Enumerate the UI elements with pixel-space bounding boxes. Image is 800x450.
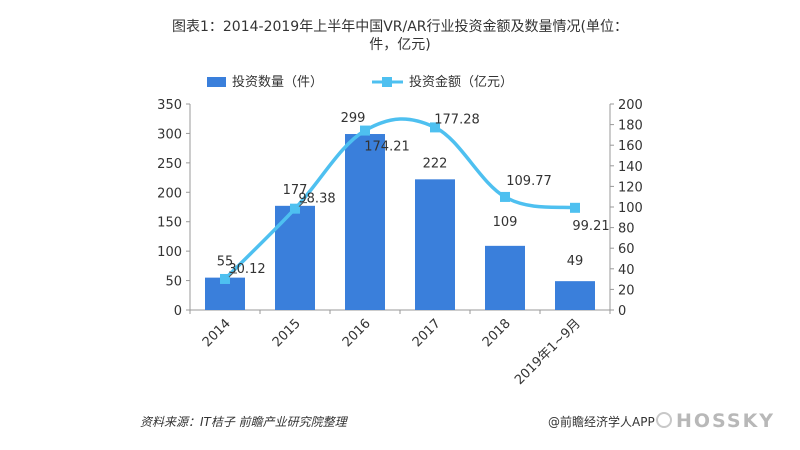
credit-note: @前瞻经济学人APP — [548, 415, 655, 429]
line-series — [220, 117, 580, 284]
y-right-tick-label: 40 — [618, 263, 635, 278]
bars — [205, 134, 595, 310]
y-left-tick-label: 300 — [157, 127, 182, 142]
x-tick-label: 2014 — [200, 316, 234, 350]
y-right-tick-label: 140 — [618, 160, 643, 175]
line-marker — [290, 203, 300, 214]
line-value-label: 99.21 — [572, 219, 609, 234]
x-tick-label: 2018 — [480, 316, 514, 350]
logo-icon — [656, 412, 672, 428]
logo-text: HOSSKY — [676, 410, 776, 432]
chart-title: 图表1：2014-2019年上半年中国VR/AR行业投资金额及数量情况(单位： … — [150, 18, 650, 54]
bar-value-label: 49 — [567, 254, 584, 269]
bar-value-label: 222 — [423, 156, 448, 171]
y-right-tick-label: 60 — [618, 242, 635, 257]
y-right-tick-label: 120 — [618, 180, 643, 195]
chart-title-line1: 图表1：2014-2019年上半年中国VR/AR行业投资金额及数量情况(单位： — [171, 19, 628, 35]
line-value-label: 177.28 — [434, 112, 480, 127]
line-value-label: 30.12 — [228, 262, 265, 277]
legend: 投资数量（件） 投资金额（亿元） — [207, 74, 513, 90]
y-left-tick-label: 100 — [157, 245, 182, 260]
leader-line — [228, 272, 237, 278]
y-left-tick-label: 0 — [174, 304, 182, 319]
y-left-tick-label: 350 — [157, 98, 182, 113]
x-tick-label: 2015 — [270, 316, 304, 350]
y-left-tick-label: 250 — [157, 157, 182, 172]
line-marker — [360, 125, 370, 136]
line-value-label: 98.38 — [298, 192, 335, 207]
y-right-tick-label: 200 — [618, 98, 643, 113]
legend-line-label: 投资金额（亿元） — [409, 74, 513, 90]
y-right-tick-label: 100 — [618, 201, 643, 216]
source-note: 资料来源：IT桔子 前瞻产业研究院整理 — [140, 415, 347, 429]
legend-bar-label: 投资数量（件） — [232, 74, 323, 90]
line-marker — [220, 273, 230, 284]
bar-value-label: 55 — [217, 255, 234, 270]
data-labels: 55 177 299 222 109 49 30.12 98.38 174.21 177.28 10… — [217, 111, 610, 278]
leader-line — [298, 202, 307, 208]
legend-line-marker — [382, 77, 392, 87]
line-value-label: 174.21 — [364, 140, 410, 155]
y-left-tick-label: 150 — [157, 216, 182, 231]
bar — [555, 281, 595, 310]
bar-value-label: 299 — [341, 111, 366, 126]
bar — [345, 134, 385, 310]
line-marker — [500, 191, 510, 202]
y-right-tick-label: 20 — [618, 283, 635, 298]
y-right-tick-label: 180 — [618, 119, 643, 134]
bar-value-label: 109 — [493, 215, 518, 230]
y-right-tick-label: 160 — [618, 139, 643, 154]
bar-value-label: 177 — [283, 183, 308, 198]
y-right-tick-label: 80 — [618, 222, 635, 237]
y-right-tick-label: 0 — [618, 304, 626, 319]
x-tick-label: 2017 — [410, 316, 444, 350]
line-marker — [570, 202, 580, 213]
chart: 投资数量（件） 投资金额（亿元） 0 50 100 150 200 250 300 350 0 2… — [157, 74, 643, 388]
x-tick-label: 2016 — [340, 316, 374, 350]
x-tick-label: 2019年1~9月 — [512, 316, 584, 388]
line-marker — [430, 122, 440, 133]
chart-title-line2: 件，亿元) — [369, 37, 431, 53]
bar — [415, 179, 455, 310]
line-value-label: 109.77 — [506, 174, 552, 189]
y-left-tick-label: 200 — [157, 186, 182, 201]
bar — [485, 245, 525, 310]
y-left-tick-label: 50 — [165, 275, 182, 290]
legend-bar-swatch — [207, 77, 226, 87]
